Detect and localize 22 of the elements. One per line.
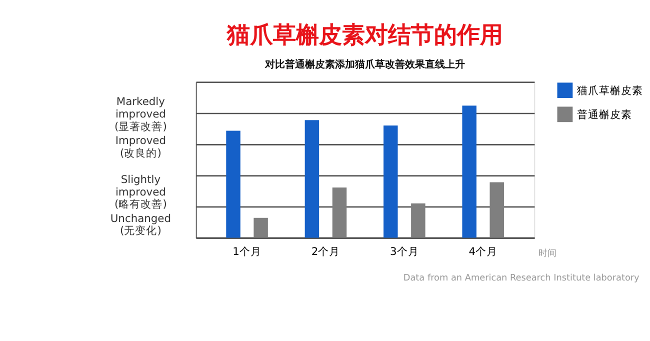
text: Improved (改良的) — [115, 134, 166, 160]
x-tick-label: 3个月 — [390, 245, 419, 258]
bar — [304, 120, 320, 238]
text: Slightly improved (略有改善) — [114, 172, 167, 211]
text: Markedly improved (显著改善) — [114, 94, 167, 133]
legend-label: 普通槲皮素 — [576, 108, 632, 121]
bar — [254, 218, 268, 238]
x-tick-label: 4个月 — [468, 245, 498, 258]
x-tick-label: 1个月 — [232, 245, 262, 258]
bar — [384, 125, 398, 238]
x-axis-title: 时间 — [538, 248, 556, 259]
bar — [411, 203, 426, 238]
bar — [462, 106, 476, 238]
text: Data from an American Research Institute laboratory — [403, 273, 640, 284]
bar — [226, 130, 240, 238]
text: Unchanged (无变化) — [110, 212, 171, 238]
chart-title: 猫爪草槲皮素对结节的作用 — [226, 22, 504, 49]
legend-label: 猫爪草槲皮素 — [576, 84, 643, 97]
bar — [490, 182, 504, 238]
x-tick-label: 2个月 — [311, 245, 340, 258]
chart-subtitle: 对比普通槲皮素添加猫爪草改善效果直线上升 — [264, 58, 466, 71]
bar — [332, 188, 347, 238]
